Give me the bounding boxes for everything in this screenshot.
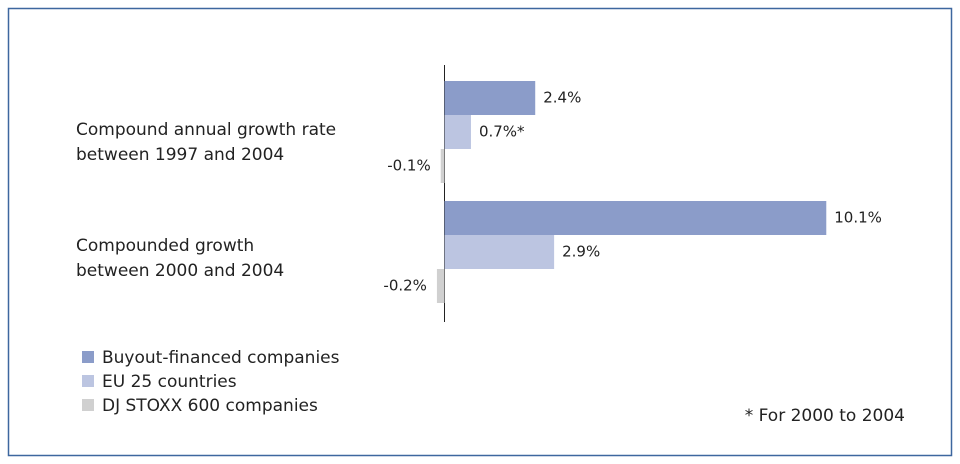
bar (444, 235, 555, 269)
value-label: -0.2% (383, 277, 427, 295)
legend-swatch (82, 399, 94, 411)
bar (440, 149, 445, 183)
category-label: Compound annual growth rate between 1997… (76, 120, 337, 165)
footnote: * For 2000 to 2004 (745, 406, 905, 426)
legend-swatch (82, 375, 94, 387)
value-label: 2.4% (543, 89, 581, 107)
legend-label: Buyout-financed companies (102, 348, 340, 368)
value-label: 2.9% (562, 243, 600, 261)
bar (444, 201, 827, 235)
bar (444, 115, 471, 149)
bar (436, 269, 445, 303)
value-label: -0.1% (387, 157, 431, 175)
value-label: 0.7%* (479, 123, 525, 141)
legend-swatch (82, 351, 94, 363)
legend-label: DJ STOXX 600 companies (102, 396, 318, 416)
legend-label: EU 25 countries (102, 372, 237, 392)
category-label-box: Compounded growth between 2000 and 2004 (76, 236, 285, 281)
category-label: Compounded growth between 2000 and 2004 (76, 236, 285, 281)
category-label-box: Compound annual growth rate between 1997… (76, 120, 337, 165)
value-label: 10.1% (834, 209, 882, 227)
bar (444, 81, 536, 115)
